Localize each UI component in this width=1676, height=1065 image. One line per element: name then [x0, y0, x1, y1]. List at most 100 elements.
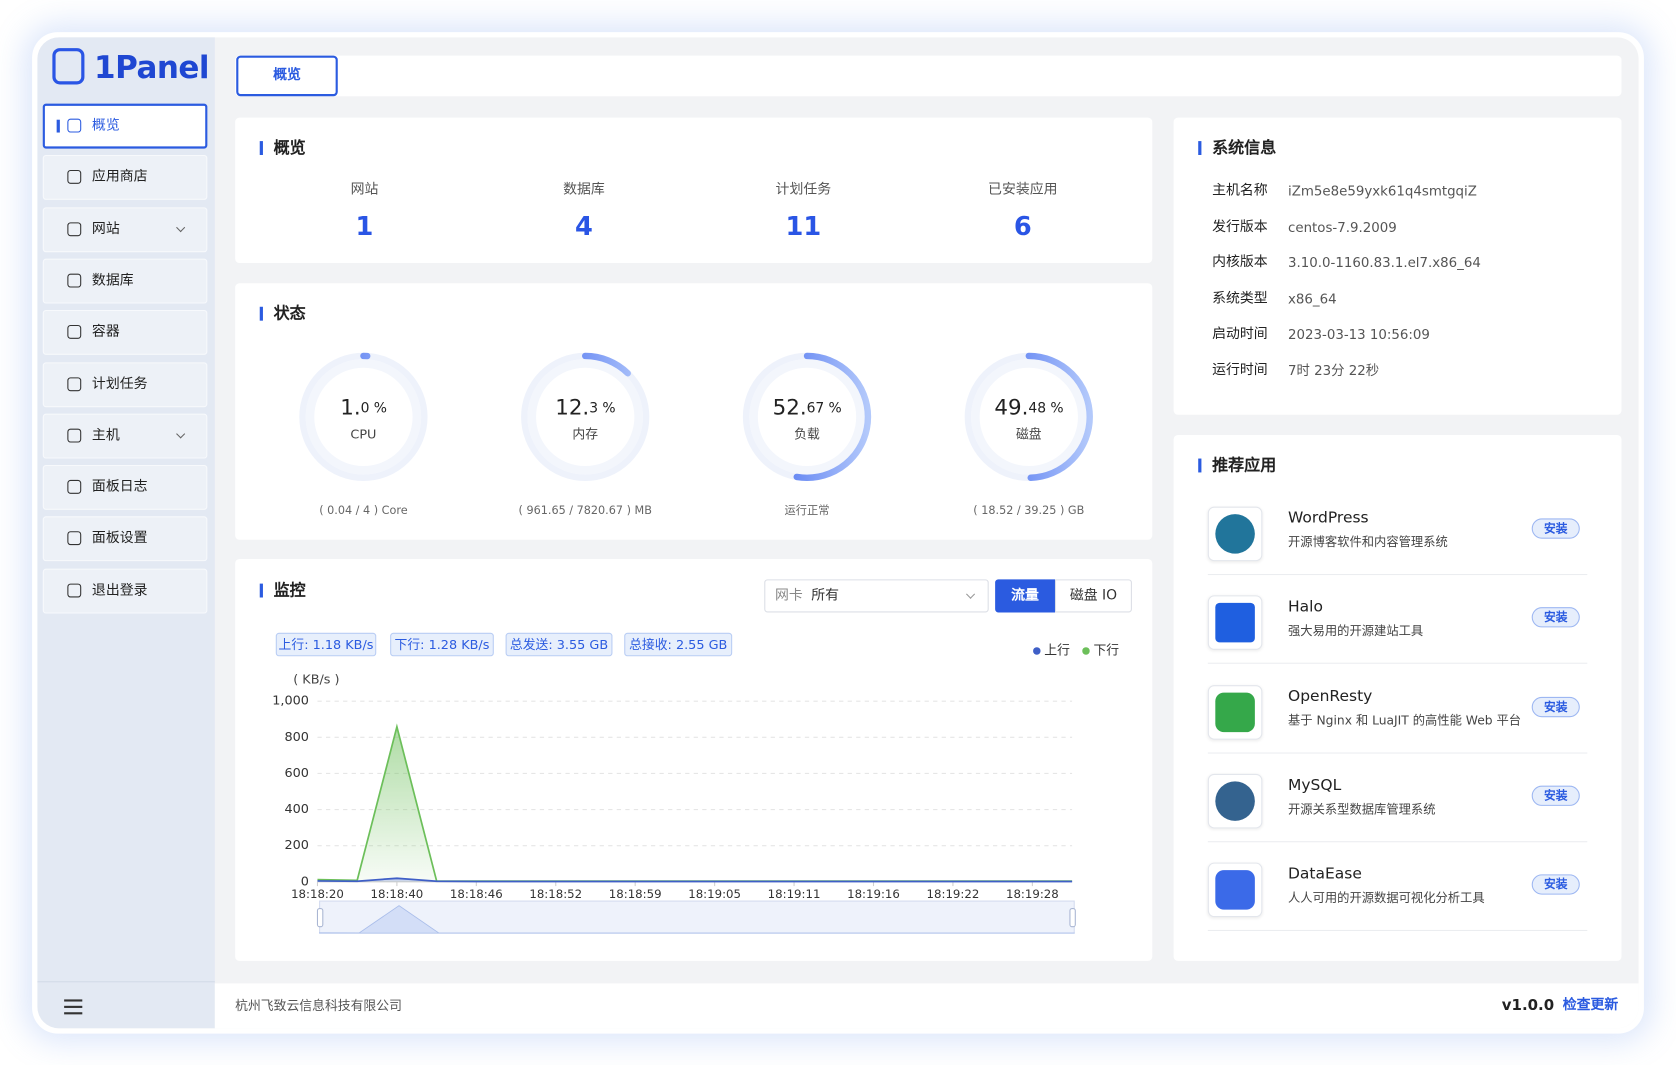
info-label: 主机名称	[1212, 182, 1268, 199]
menu-toggle-line	[64, 1012, 83, 1015]
menu-item[interactable]	[42, 258, 208, 304]
system-card	[1173, 117, 1622, 415]
install-button[interactable]: 安装	[1531, 518, 1580, 539]
app-desc: 开源关系型数据库管理系统	[1288, 801, 1436, 817]
stat-tag: 总发送: 3.55 GB	[505, 632, 613, 657]
stat-value: 6	[1013, 211, 1032, 242]
update-link[interactable]: 检查更新	[1562, 997, 1619, 1014]
stat-label: 已安装应用	[988, 181, 1058, 198]
stat-value: 1	[355, 211, 374, 242]
menu-item[interactable]	[42, 361, 208, 407]
menu-icon	[67, 531, 82, 546]
card-title: 推荐应用	[1212, 455, 1277, 475]
tab-button[interactable]: 磁盘 IO	[1054, 579, 1132, 613]
card-title: 概览	[273, 137, 306, 158]
menu-icon	[67, 325, 82, 340]
sidebar-divider	[37, 981, 215, 983]
menu-label: 概览	[91, 117, 120, 134]
menu-icon	[67, 170, 82, 185]
app-name: DataEase	[1288, 865, 1362, 884]
app-divider	[1207, 573, 1588, 576]
menu-active-bar	[56, 119, 60, 133]
menu-label: 网站	[91, 220, 120, 237]
menu-toggle-line	[64, 999, 83, 1002]
install-button[interactable]: 安装	[1531, 874, 1580, 895]
logo-icon	[52, 48, 85, 85]
menu-item[interactable]	[42, 103, 208, 149]
nic-label: 网卡	[774, 587, 803, 604]
info-label: 启动时间	[1212, 326, 1268, 343]
company: 杭州飞致云信息科技有限公司	[235, 998, 402, 1014]
install-button[interactable]: 安装	[1531, 785, 1580, 806]
install-button[interactable]: 安装	[1531, 696, 1580, 717]
menu-item[interactable]	[42, 465, 208, 510]
info-value: iZm5e8e59yxk61q4smtgqiZ	[1288, 182, 1477, 199]
info-value: centos-7.9.2009	[1288, 218, 1397, 235]
info-label: 发行版本	[1212, 218, 1268, 235]
app-desc: 人人可用的开源数据可视化分析工具	[1288, 890, 1485, 906]
footer	[214, 983, 1639, 1029]
menu-icon	[67, 428, 82, 443]
app-icon	[1215, 514, 1255, 554]
menu-icon	[67, 118, 82, 133]
stat-value: 4	[574, 211, 593, 242]
info-value: 3.10.0-1160.83.1.el7.x86_64	[1288, 254, 1481, 271]
menu-icon	[67, 583, 82, 598]
card-title-bar	[259, 583, 263, 598]
stat-label: 数据库	[563, 181, 605, 198]
info-value: x86_64	[1288, 290, 1337, 307]
card-title: 状态	[273, 303, 306, 323]
menu-icon	[67, 273, 82, 288]
app-name: Halo	[1288, 598, 1323, 616]
install-button[interactable]: 安装	[1531, 607, 1580, 628]
menu-label: 主机	[91, 427, 120, 444]
overview-card	[235, 117, 1153, 263]
menu-item[interactable]	[42, 310, 208, 356]
card-title-bar	[1198, 458, 1202, 473]
tab-button[interactable]: 流量	[995, 579, 1055, 613]
menu-icon	[67, 376, 82, 391]
menu-item[interactable]	[42, 413, 208, 459]
app-name: OpenResty	[1288, 687, 1373, 706]
card-title: 系统信息	[1212, 137, 1277, 158]
monitor-card	[235, 559, 1153, 961]
menu-label: 退出登录	[91, 582, 148, 599]
card-title-bar	[259, 306, 263, 321]
version: v1.0.0	[1501, 997, 1555, 1015]
nic-value: 所有	[811, 587, 840, 604]
nic-select[interactable]	[764, 579, 989, 613]
info-value: 2023-03-13 10:56:09	[1288, 326, 1430, 343]
stat-tag: 总接收: 2.55 GB	[624, 632, 733, 657]
menu-label: 面板日志	[91, 478, 148, 495]
menu-label: 计划任务	[91, 375, 148, 392]
app-icon	[1215, 692, 1255, 732]
app-desc: 强大易用的开源建站工具	[1288, 623, 1424, 639]
menu-toggle-line	[64, 1005, 83, 1008]
menu-item[interactable]	[42, 568, 208, 614]
app-divider	[1207, 752, 1588, 754]
menu-item[interactable]	[42, 155, 208, 201]
info-label: 运行时间	[1212, 362, 1268, 379]
tab[interactable]: 概览	[236, 55, 338, 97]
card-title: 监控	[273, 580, 306, 600]
info-label: 内核版本	[1212, 254, 1268, 271]
menu-label: 应用商店	[91, 169, 148, 186]
app-name: MySQL	[1288, 776, 1342, 795]
app-name: WordPress	[1288, 509, 1369, 527]
stat-label: 网站	[350, 181, 379, 198]
app-desc: 基于 Nginx 和 LuaJIT 的高性能 Web 平台	[1288, 712, 1522, 728]
card-title-bar	[1198, 141, 1202, 155]
app-icon	[1215, 781, 1255, 821]
menu-item[interactable]	[42, 206, 208, 252]
app-divider	[1207, 663, 1588, 665]
menu-label: 容器	[91, 324, 120, 341]
app-icon	[1215, 603, 1255, 643]
menu-item[interactable]	[42, 516, 208, 562]
stat-tag: 下行: 1.28 KB/s	[390, 632, 494, 657]
app-divider	[1207, 841, 1588, 843]
info-value: 7时 23分 22秒	[1288, 362, 1380, 379]
tab-bar	[235, 55, 1622, 97]
app-desc: 开源博客软件和内容管理系统	[1288, 534, 1448, 550]
menu-label: 面板设置	[91, 530, 148, 547]
